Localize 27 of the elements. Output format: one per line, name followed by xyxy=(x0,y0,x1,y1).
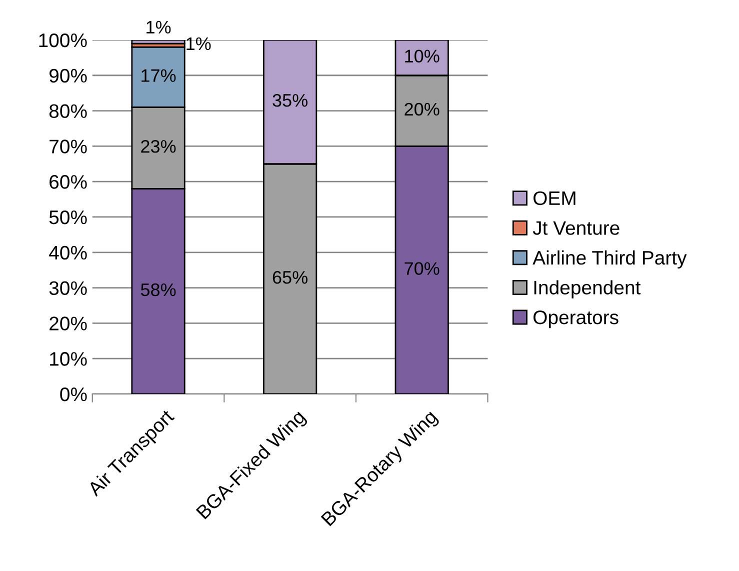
y-tick-label: 40% xyxy=(49,246,87,260)
legend-label: Operators xyxy=(534,310,618,328)
data-label: 1% xyxy=(186,37,211,50)
y-tick-label: 10% xyxy=(50,352,87,366)
y-tick-label: 80% xyxy=(49,104,87,118)
data-label: 1% xyxy=(146,20,171,34)
data-label: 20% xyxy=(404,102,440,116)
y-tick-label: 20% xyxy=(50,316,87,330)
y-tick-label: 70% xyxy=(50,140,87,154)
legend-label: OEM xyxy=(534,191,576,206)
bar xyxy=(131,40,186,44)
y-tick-label: 30% xyxy=(49,281,87,296)
legend-label: Independent xyxy=(534,280,641,298)
data-label: 70% xyxy=(404,262,440,275)
y-tick-label: 100% xyxy=(39,33,87,48)
data-label: 65% xyxy=(272,270,308,284)
data-label: 23% xyxy=(141,140,176,153)
legend-label: Airline Third Party xyxy=(532,250,687,269)
y-tick-label: 60% xyxy=(50,175,87,189)
y-tick-label: 0% xyxy=(60,387,87,402)
data-label: 58% xyxy=(140,283,176,296)
y-tick-label: 90% xyxy=(50,68,87,83)
legend-label: Jt Venture xyxy=(532,221,620,235)
data-label: 35% xyxy=(272,94,308,107)
data-label: 17% xyxy=(142,69,176,82)
y-tick-label: 50% xyxy=(49,210,87,224)
data-label: 10% xyxy=(405,50,440,63)
